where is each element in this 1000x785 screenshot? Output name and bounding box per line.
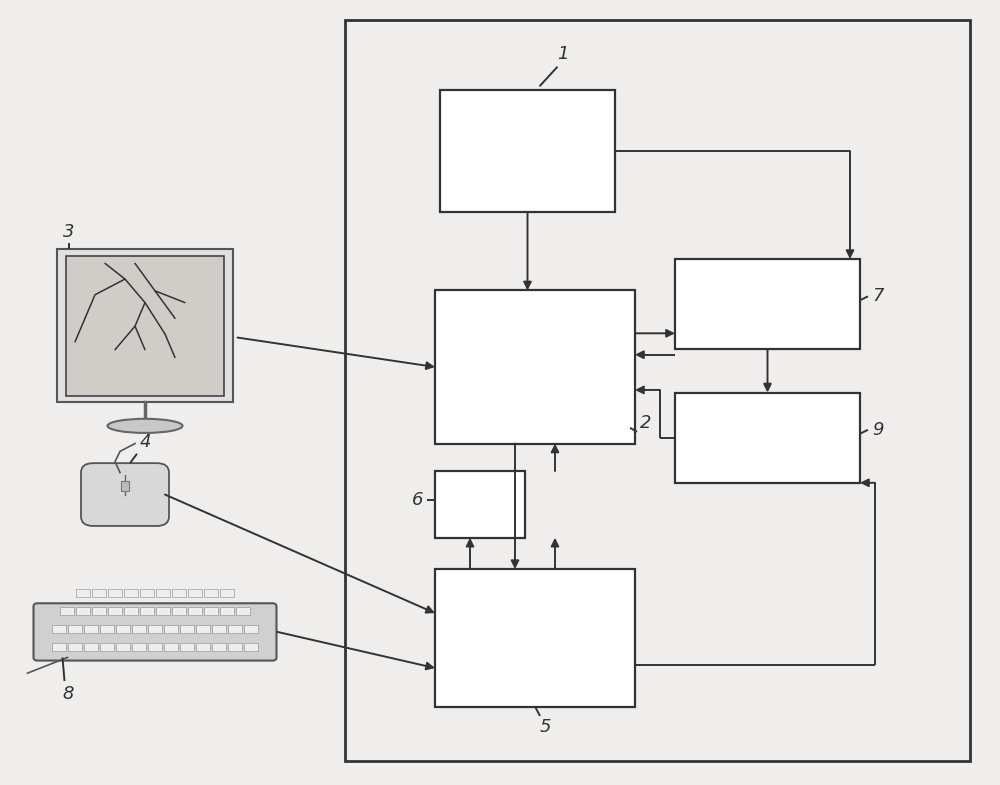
Bar <box>66 256 224 396</box>
Bar <box>116 644 130 652</box>
Bar <box>92 589 106 597</box>
Bar <box>675 392 860 483</box>
Bar <box>180 625 194 633</box>
Bar <box>156 608 170 615</box>
Bar <box>188 608 202 615</box>
Bar <box>100 625 114 633</box>
Bar <box>76 589 90 597</box>
Bar <box>132 644 146 652</box>
Bar <box>164 625 178 633</box>
Text: 5: 5 <box>539 718 551 736</box>
Bar <box>92 608 106 615</box>
Bar <box>212 625 226 633</box>
Bar <box>435 569 635 706</box>
Bar <box>188 589 202 597</box>
Bar <box>196 625 210 633</box>
Bar <box>156 589 170 597</box>
Ellipse shape <box>108 419 182 433</box>
Bar <box>244 644 258 652</box>
Bar <box>68 644 82 652</box>
Bar <box>52 644 66 652</box>
Bar <box>435 471 525 538</box>
Bar <box>57 250 232 403</box>
Text: 3: 3 <box>62 224 74 242</box>
Bar <box>116 625 130 633</box>
Text: 1: 1 <box>557 45 568 63</box>
Bar <box>204 608 218 615</box>
Bar <box>440 90 615 212</box>
FancyBboxPatch shape <box>34 603 276 661</box>
Bar <box>148 625 162 633</box>
Text: 2: 2 <box>640 414 652 432</box>
Bar <box>84 644 98 652</box>
Bar <box>172 589 186 597</box>
Bar <box>196 644 210 652</box>
Bar <box>140 608 154 615</box>
Bar <box>164 644 178 652</box>
Bar <box>345 20 970 761</box>
Bar <box>68 625 82 633</box>
Bar <box>76 608 90 615</box>
Bar <box>124 589 138 597</box>
Bar <box>52 625 66 633</box>
Bar <box>212 644 226 652</box>
Bar <box>204 589 218 597</box>
Text: 9: 9 <box>872 421 884 439</box>
Bar <box>148 644 162 652</box>
Bar <box>220 608 234 615</box>
Bar <box>220 589 234 597</box>
Text: 8: 8 <box>62 685 74 703</box>
Bar <box>435 290 635 444</box>
Bar <box>180 644 194 652</box>
Bar <box>100 644 114 652</box>
Bar <box>228 625 242 633</box>
Bar <box>121 481 129 491</box>
Text: 6: 6 <box>412 491 423 509</box>
Bar <box>108 589 122 597</box>
Bar <box>132 625 146 633</box>
Bar <box>228 644 242 652</box>
Bar <box>140 589 154 597</box>
Bar <box>124 608 138 615</box>
Bar <box>108 608 122 615</box>
Bar <box>244 625 258 633</box>
Text: 4: 4 <box>140 433 152 451</box>
Bar <box>675 259 860 349</box>
FancyBboxPatch shape <box>81 463 169 526</box>
Bar <box>172 608 186 615</box>
Bar <box>60 608 74 615</box>
Bar <box>236 608 250 615</box>
Text: 7: 7 <box>872 287 884 305</box>
Bar <box>84 625 98 633</box>
